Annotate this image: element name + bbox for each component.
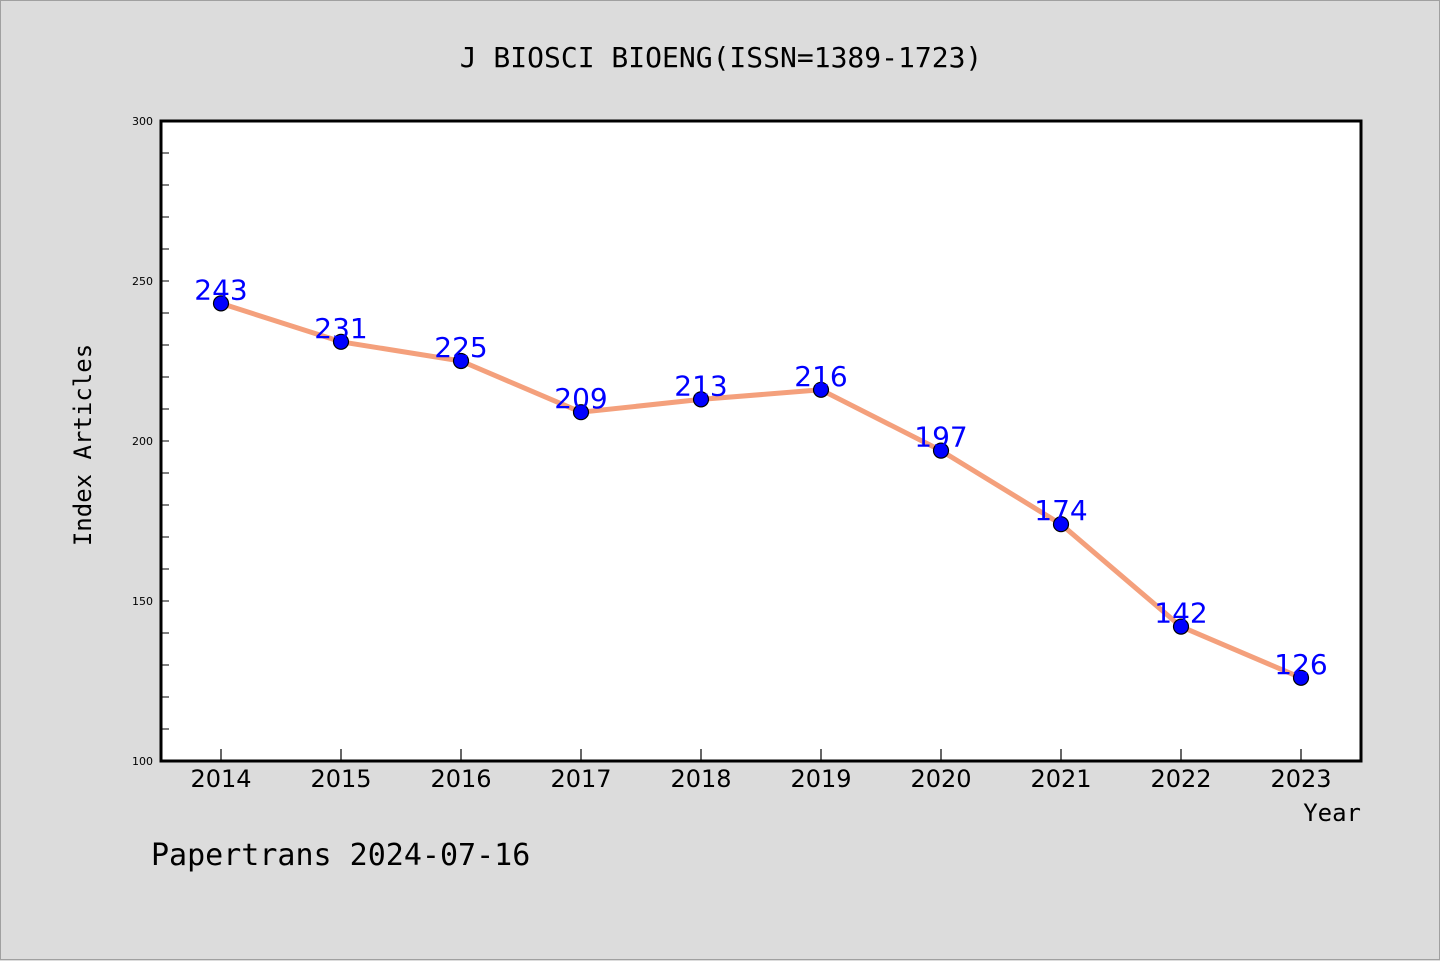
- data-point: [1172, 618, 1190, 635]
- y-tick-label: 200: [132, 435, 153, 448]
- data-point: [1292, 669, 1310, 686]
- data-label: 126: [1274, 648, 1327, 681]
- x-tick-label: 2017: [550, 765, 611, 793]
- x-axis-label: Year: [1303, 799, 1361, 827]
- data-points: [212, 295, 1310, 686]
- chart-title: J BIOSCI BIOENG(ISSN=1389-1723): [460, 41, 983, 74]
- x-tick-label: 2015: [310, 765, 371, 793]
- data-point: [332, 333, 350, 350]
- y-tick-label: 300: [132, 115, 153, 128]
- data-point: [692, 391, 710, 408]
- data-point: [572, 404, 590, 421]
- data-point: [932, 442, 950, 459]
- data-label: 197: [914, 421, 967, 454]
- data-label: 216: [794, 360, 847, 393]
- x-tick-label: 2020: [910, 765, 971, 793]
- x-tick-label: 2022: [1150, 765, 1211, 793]
- y-minor-ticks: [161, 120, 169, 762]
- x-tick-label: 2021: [1030, 765, 1091, 793]
- data-point: [1052, 516, 1070, 533]
- x-tick-label: 2014: [190, 765, 251, 793]
- plot-area: [159, 119, 1363, 763]
- series-line-group: [218, 300, 1304, 681]
- x-ticks: [220, 749, 1302, 761]
- y-tick-label: 100: [132, 755, 153, 768]
- data-point: [812, 381, 830, 398]
- data-label: 209: [554, 382, 607, 415]
- y-tick-labels: 100 150 200 250 300: [132, 115, 153, 768]
- watermark-text: Papertrans 2024-07-16: [151, 838, 530, 873]
- data-label: 225: [434, 331, 487, 364]
- data-label: 174: [1034, 494, 1087, 527]
- data-point: [452, 352, 470, 370]
- x-tick-label: 2018: [670, 765, 731, 793]
- data-point: [212, 295, 230, 312]
- data-label: 142: [1154, 597, 1207, 630]
- y-axis-label: Index Articles: [69, 344, 97, 546]
- data-label: 231: [314, 312, 367, 345]
- x-tick-label: 2016: [430, 765, 491, 793]
- series-line: [218, 300, 1304, 681]
- data-labels: 243 231 225 209 213 216 197 174 142 126: [194, 273, 1327, 680]
- x-tick-labels: 2014 2015 2016 2017 2018 2019 2020 2021 2022 2023: [190, 765, 1331, 793]
- data-label: 213: [674, 369, 727, 402]
- data-label: 243: [194, 273, 247, 306]
- x-tick-label: 2023: [1270, 765, 1331, 793]
- x-tick-label: 2019: [790, 765, 851, 793]
- y-tick-label: 250: [132, 275, 153, 288]
- y-tick-label: 150: [132, 595, 153, 608]
